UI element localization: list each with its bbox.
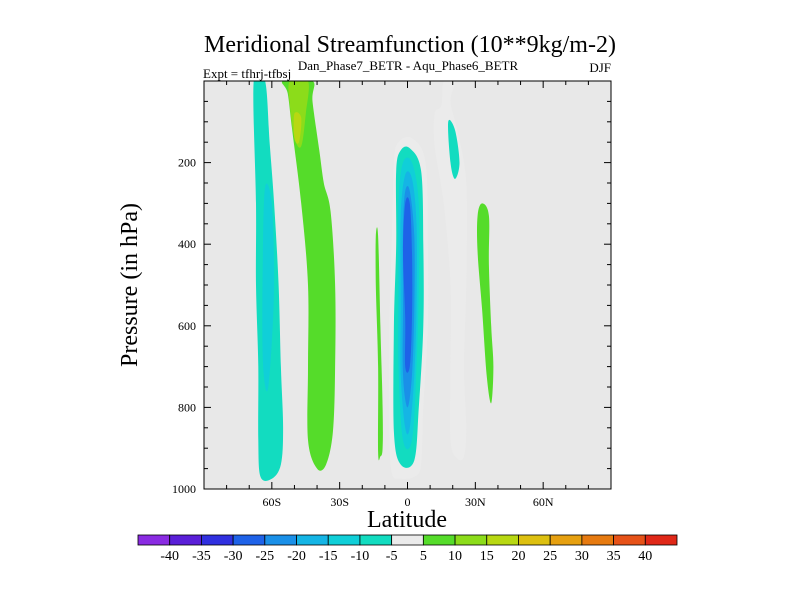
colorbar-box: [391, 534, 424, 546]
x-axis-label: Latitude: [367, 507, 447, 533]
colorbar-box: [518, 534, 551, 546]
colorbar-box: [359, 534, 393, 546]
colorbar-box: [549, 534, 583, 546]
colorbar-label: -10: [351, 549, 370, 564]
y-tick-label: 200: [178, 156, 196, 170]
colorbar-label: 20: [511, 549, 525, 564]
colorbar-label: 40: [638, 549, 652, 564]
contour-regions: [253, 81, 494, 481]
season-label: DJF: [589, 60, 611, 75]
contour-region-sh-midlat-negative-core: [262, 183, 275, 392]
colorbar-label: 35: [607, 549, 621, 564]
colorbar-box: [613, 534, 646, 546]
experiment-label: Expt = tfhrj-tfbsj: [203, 66, 291, 81]
contour-region-nh-positive-cell: [477, 203, 494, 404]
colorbar-label: -35: [192, 549, 211, 564]
colorbar-label: -40: [160, 549, 179, 564]
colorbar-label: 25: [543, 549, 557, 564]
colorbar-box: [581, 534, 614, 546]
contour-region-sh-positive-band: [281, 81, 336, 471]
y-axis-label: Pressure (in hPa): [117, 203, 143, 367]
contour-region-hadley-negative-30: [403, 197, 413, 373]
colorbar-label: 15: [480, 549, 494, 564]
contour-region-subtropical-positive-strip: [375, 227, 383, 461]
colorbar-box: [454, 534, 488, 546]
colorbar-label: -25: [255, 549, 274, 564]
y-tick-label: 600: [178, 319, 196, 333]
chart-subtitle: Dan_Phase7_BETR - Aqu_Phase6_BETR: [298, 58, 519, 73]
colorbar-label: -20: [287, 549, 306, 564]
y-tick-label: 400: [178, 237, 196, 251]
y-axis-ticks: 200 400 600 800 1000: [172, 80, 611, 496]
colorbar-box: [486, 534, 519, 546]
colorbar-box: [232, 534, 266, 546]
x-tick-label: 30N: [465, 495, 486, 509]
colorbar-box: [201, 534, 234, 546]
x-tick-label: 0: [405, 495, 411, 509]
x-tick-label: 60N: [533, 495, 554, 509]
x-tick-label: 60S: [262, 495, 281, 509]
colorbar-box: [644, 534, 678, 546]
contour-region-nh-negative-cell: [433, 81, 468, 461]
colorbar-box: [169, 534, 202, 546]
colorbar-label: 5: [420, 549, 427, 564]
colorbar-box: [422, 534, 456, 546]
x-axis-ticks: 60S 30S 0 30N 60N: [203, 81, 612, 509]
contour-region-sh-positive-peak: [293, 112, 302, 144]
x-tick-label: 30S: [330, 495, 349, 509]
colorbar-box: [264, 534, 297, 546]
contour-region-nh-negative-core: [448, 119, 460, 179]
chart-title: Meridional Streamfunction (10**9kg/m-2): [204, 32, 616, 58]
colorbar-label: 10: [448, 549, 462, 564]
colorbar-box: [137, 534, 171, 546]
y-tick-label: 800: [178, 400, 196, 414]
colorbar-label: -30: [224, 549, 243, 564]
plot-area: 60S 30S 0 30N 60N 200 400 600 800 1000: [172, 80, 612, 509]
colorbar: -40 -35 -30 -25 -20 -15 -10 -5 5 10 15 20 25 30 35 40: [137, 534, 678, 564]
colorbar-label: -5: [386, 549, 398, 564]
colorbar-box: [327, 534, 361, 546]
colorbar-label: -15: [319, 549, 338, 564]
y-tick-label: 1000: [172, 482, 196, 496]
colorbar-box: [296, 534, 329, 546]
colorbar-label: 30: [575, 549, 589, 564]
